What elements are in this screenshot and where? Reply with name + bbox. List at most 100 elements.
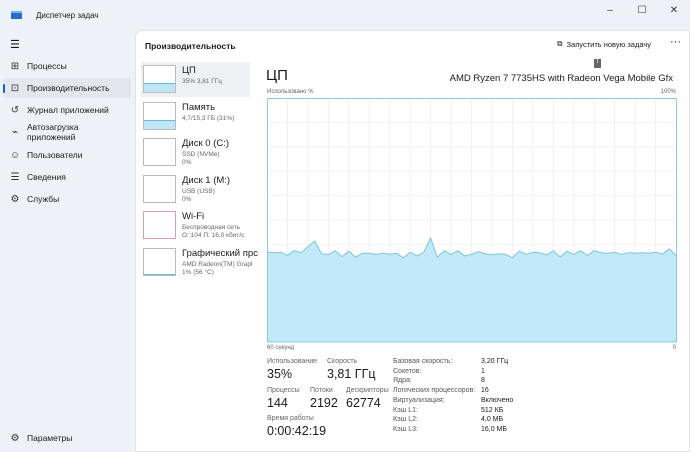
device-thumbnail xyxy=(143,247,176,276)
services-icon: ⚙ xyxy=(10,193,20,205)
close-button[interactable]: ✕ xyxy=(669,4,679,16)
sidebar-item-startup[interactable]: ⌁ Автозагрузка приложений xyxy=(3,119,131,145)
spec-label: Логических процессоров: xyxy=(393,387,476,395)
spec-value: 3,20 ГГц xyxy=(481,358,509,365)
minimize-button[interactable]: – xyxy=(607,4,613,16)
device-detail: Беспроводная сеть xyxy=(182,224,241,231)
new-task-icon: ⧉ xyxy=(557,39,563,48)
device-name: Диск 0 (C:) xyxy=(182,138,230,149)
device-detail: 4,7/15,3 ГБ (31%) xyxy=(182,114,235,122)
threads-label: Потоки xyxy=(310,387,333,394)
sidebar-item-settings[interactable]: ⚙ Параметры xyxy=(3,428,131,448)
speed-value: 3,81 ГГц xyxy=(327,367,376,381)
sidebar: ☰ ⊞ Процессы ⊡ Производительность ↺ Журнал пр… xyxy=(0,30,135,452)
device-name: Wi-Fi xyxy=(182,211,205,222)
title-bar: Диспетчер задач – ☐ ✕ xyxy=(0,0,690,30)
more-options-button[interactable]: ··· xyxy=(670,36,681,48)
device-detail-2: 0% xyxy=(182,159,192,166)
y-axis-label: Использовано % xyxy=(267,89,314,95)
cpu-title: ЦП xyxy=(266,67,288,84)
users-icon: ☺ xyxy=(9,149,21,161)
spec-label: Кэш L3: xyxy=(393,425,418,433)
handles-label: Дескрипторы xyxy=(346,387,389,394)
handles-value: 62774 xyxy=(346,396,381,410)
spec-label: Кэш L1: xyxy=(393,406,418,414)
threads-value: 2192 xyxy=(310,396,338,410)
device-thumbnail xyxy=(143,174,176,203)
cpu-usage-graph xyxy=(267,98,677,343)
spec-label: Ядра: xyxy=(393,377,412,385)
device-detail: 35% 3,81 ГГц xyxy=(182,78,223,85)
device-detail-2: О: 104 П: 16,0 кбит/с xyxy=(182,232,245,239)
device-name: ЦП xyxy=(182,65,196,76)
sidebar-item-label: Сведения xyxy=(27,171,66,182)
speed-label: Скорость xyxy=(327,358,358,365)
usage-value: 35% xyxy=(267,367,293,381)
usage-line xyxy=(267,236,677,259)
device-item[interactable]: Wi-Fi Беспроводная сеть О: 104 П: 16,0 к… xyxy=(141,208,250,243)
device-thumbnail xyxy=(143,101,176,130)
maximize-button[interactable]: ☐ xyxy=(637,4,647,16)
tooltip: T xyxy=(594,59,601,68)
device-detail: USB (USB) xyxy=(182,187,215,195)
device-detail-2: 0% xyxy=(182,195,192,203)
x-left-label: 60 секунд xyxy=(267,345,295,351)
sidebar-item-label: Автозагрузка приложений xyxy=(27,121,79,142)
device-name: Графический прс xyxy=(182,247,258,259)
device-item[interactable]: Диск 0 (C:) SSD (NVMe) 0% xyxy=(141,135,250,170)
spec-label: Кэш L2: xyxy=(393,416,418,424)
sidebar-item-label: Процессы xyxy=(27,60,67,71)
sidebar-item-processes[interactable]: ⊞ Процессы xyxy=(3,56,131,76)
sidebar-item-label: Производительность xyxy=(27,82,110,93)
performance-icon: ⊡ xyxy=(10,82,20,94)
processes-value: 144 xyxy=(267,396,288,410)
spec-value: Включено xyxy=(481,396,514,404)
sidebar-item-label: Службы xyxy=(27,193,60,204)
spec-value: 4,0 МБ xyxy=(481,416,504,424)
device-name: Память xyxy=(182,101,216,113)
spec-value: 16,0 МБ xyxy=(481,425,507,433)
usage-label: Использование xyxy=(267,358,318,365)
main-panel: Производительность ⧉ Запустить новую зада… xyxy=(135,30,690,452)
device-thumbnail xyxy=(143,138,176,166)
sidebar-item-label: Параметры xyxy=(27,433,73,443)
spec-value: 1 xyxy=(481,367,485,375)
details-icon: ☰ xyxy=(10,171,20,183)
y-max-label: 100% xyxy=(660,89,676,95)
device-item[interactable]: Память 4,7/15,3 ГБ (31%) xyxy=(141,99,250,134)
device-detail: SSD (NVMe) xyxy=(182,151,220,158)
usage-area xyxy=(267,238,676,342)
device-detail-2: 1% (56 °C) xyxy=(182,268,214,276)
sidebar-item-details[interactable]: ☰ Сведения xyxy=(3,167,131,187)
settings-icon: ⚙ xyxy=(10,432,20,444)
processes-label: Процессы xyxy=(267,387,300,394)
app-icon xyxy=(11,11,22,19)
sidebar-item-users[interactable]: ☺ Пользователи xyxy=(3,145,131,165)
hamburger-menu-icon[interactable]: ☰ xyxy=(10,39,20,51)
processes-icon: ⊞ xyxy=(10,60,20,72)
device-item[interactable]: Графический прс AMD Radeon(TM) Grapl 1% … xyxy=(141,245,258,280)
sidebar-item-label: Журнал приложений xyxy=(27,104,109,115)
spec-label: Виртуализация: xyxy=(393,396,445,404)
spec-value: 512 КБ xyxy=(481,406,504,414)
history-icon: ↺ xyxy=(10,104,20,116)
spec-label: Сокетов: xyxy=(393,367,422,375)
spec-label: Базовая скорость: xyxy=(393,358,453,365)
sidebar-item-history[interactable]: ↺ Журнал приложений xyxy=(3,100,131,120)
uptime-label: Время работы xyxy=(267,415,314,422)
device-thumbnail xyxy=(143,211,176,239)
spec-value: 8 xyxy=(481,377,485,385)
device-item[interactable]: Диск 1 (M:) USB (USB) 0% xyxy=(141,172,250,207)
run-new-task-button[interactable]: ⧉ Запустить новую задачу xyxy=(557,39,651,49)
cpu-model: AMD Ryzen 7 7735HS with Radeon Vega Mobi… xyxy=(449,73,673,84)
graph-border xyxy=(267,98,677,343)
sidebar-item-services[interactable]: ⚙ Службы xyxy=(3,189,131,209)
device-item[interactable]: ЦП 35% 3,81 ГГц xyxy=(141,62,250,97)
sidebar-item-label: Пользователи xyxy=(27,149,83,160)
sidebar-item-performance[interactable]: ⊡ Производительность xyxy=(3,78,131,98)
window-title: Диспетчер задач xyxy=(36,10,99,20)
device-name: Диск 1 (M:) xyxy=(182,174,231,186)
x-right-label: 0 xyxy=(672,345,676,351)
spec-value: 16 xyxy=(481,387,489,395)
device-detail: AMD Radeon(TM) Grapl xyxy=(182,260,253,268)
